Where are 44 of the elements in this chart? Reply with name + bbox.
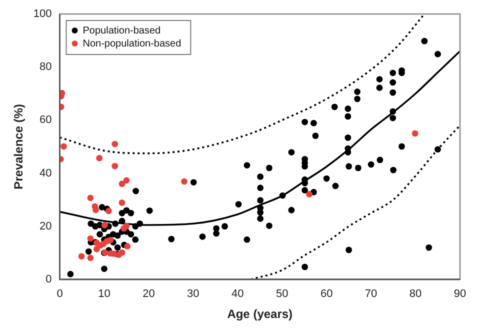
point: [124, 243, 131, 250]
point: [60, 143, 67, 150]
point: [101, 222, 108, 228]
x-tick-label: 30: [187, 288, 200, 300]
point: [87, 235, 94, 242]
line-series: [250, 124, 460, 280]
x-tick-label: 40: [232, 288, 244, 300]
point: [107, 236, 114, 244]
x-axis-title: Age (years): [227, 307, 293, 322]
y-tick-label: 60: [40, 114, 52, 126]
point: [181, 178, 188, 185]
point: [87, 254, 94, 262]
line-series: [60, 14, 426, 154]
point: [118, 180, 126, 188]
point: [92, 206, 99, 214]
point: [96, 154, 103, 162]
point: [123, 177, 130, 184]
y-tick-label: 100: [33, 8, 52, 20]
point: [123, 222, 130, 230]
point: [78, 253, 85, 260]
x-tick-label: 50: [276, 288, 288, 300]
point: [306, 191, 312, 198]
x-tick-label: 60: [320, 288, 333, 300]
legend-label: Population-based: [82, 25, 161, 36]
y-axis-title: Prevalence (%): [12, 104, 26, 190]
point: [112, 140, 118, 148]
point: [93, 246, 100, 252]
point: [87, 194, 94, 202]
x-tick-label: 90: [454, 288, 466, 300]
y-tick-label: 80: [40, 61, 52, 74]
x-tick-label: 0: [56, 288, 63, 300]
y-tick-label: 0: [46, 273, 52, 286]
x-tick-label: 80: [409, 288, 422, 300]
point: [412, 130, 418, 137]
y-tick-label: 20: [40, 220, 52, 232]
x-tick-label: 10: [98, 288, 110, 300]
point: [118, 200, 126, 206]
x-tick-label: 70: [364, 288, 378, 300]
point: [112, 162, 118, 170]
point: [118, 249, 126, 256]
legend-label: Non-population-based: [82, 38, 182, 50]
point: [105, 208, 112, 214]
y-tick-label: 40: [40, 167, 52, 180]
x-tick-label: 20: [142, 288, 155, 300]
